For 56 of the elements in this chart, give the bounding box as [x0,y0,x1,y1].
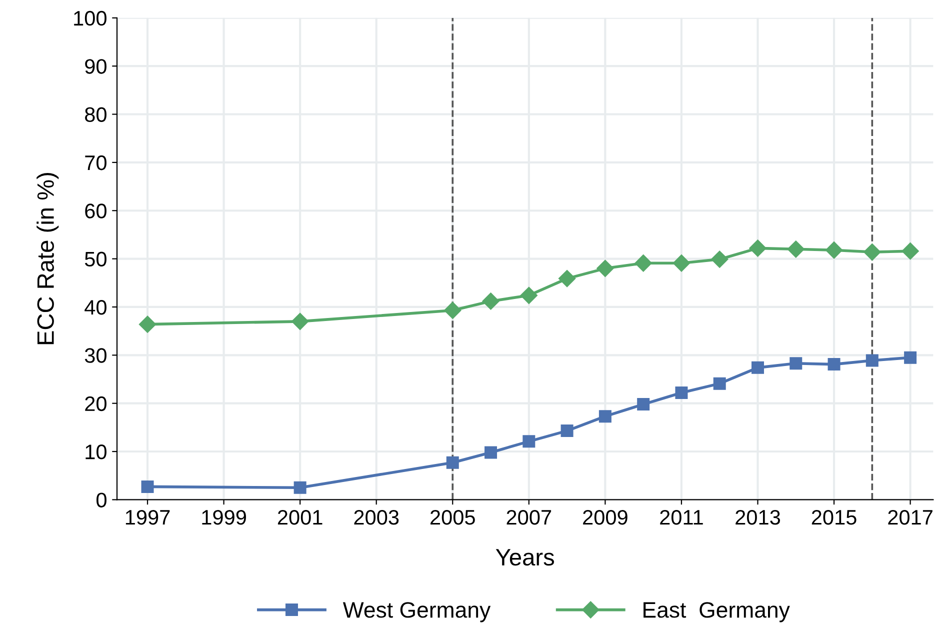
point [864,244,881,261]
y-tick-label: 90 [85,59,106,74]
legend-label: East Germany [644,602,790,622]
x-tick-label: 2005 [430,510,475,525]
y-tick-label: 100 [74,10,106,26]
x-tick-label: 2003 [354,510,399,525]
point [752,361,764,374]
point [596,260,614,277]
point [482,292,500,310]
x-tick-label: 2007 [506,510,552,525]
point [294,481,306,494]
point [902,242,919,260]
x-tick-label: 1997 [126,510,170,525]
y-tick-label: 0 [96,492,106,508]
x-tick-label: 2017 [888,510,932,525]
y-tick-label: 80 [85,107,106,122]
point [711,250,728,268]
point [675,386,688,399]
point [598,410,612,423]
legend-label: West Germany [342,602,491,622]
point [446,456,459,469]
point [444,302,462,319]
point [558,270,576,288]
point [522,435,536,448]
point [292,312,309,330]
point [520,286,538,304]
x-axis-title: Years [496,549,554,566]
y-tick-label: 50 [84,252,106,267]
x-tick-label: 2009 [583,510,628,525]
point [825,242,843,259]
point [634,254,652,272]
x-tick-label: 2011 [660,510,703,525]
point [749,240,766,257]
x-tick-label: 2013 [736,510,780,525]
y-tick-label: 60 [85,204,106,218]
y-tick-label: 70 [85,155,106,170]
point [637,398,650,411]
point [790,357,802,370]
point [866,354,878,367]
point [672,254,690,272]
x-tick-label: 1999 [202,510,246,525]
point [713,377,726,390]
point [560,424,574,438]
x-tick-label: 2015 [812,510,856,525]
point [828,358,840,371]
y-tick-label: 20 [85,396,106,412]
point [484,446,498,459]
y-tick-label: 40 [84,300,106,315]
point [787,240,804,258]
y-axis-title: ECC Rate (in %) [36,173,59,344]
y-tick-label: 10 [86,444,106,460]
point [138,316,156,333]
x-tick-label: 2001 [278,510,322,525]
point [904,351,917,364]
y-tick-label: 30 [84,348,106,363]
point [141,480,154,493]
